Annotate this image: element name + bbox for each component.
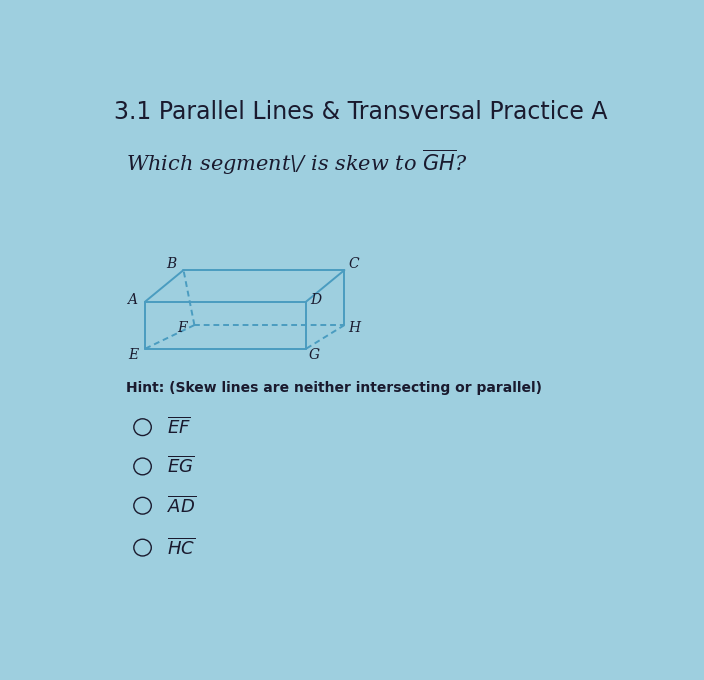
Text: H: H [348, 321, 360, 335]
Text: G: G [309, 348, 320, 362]
Text: D: D [310, 294, 322, 307]
Text: C: C [349, 257, 360, 271]
Text: E: E [128, 348, 139, 362]
Text: B: B [166, 257, 177, 271]
Text: Hint: (Skew lines are neither intersecting or parallel): Hint: (Skew lines are neither intersecti… [126, 381, 542, 395]
Text: Which segment\/ is skew to $\overline{GH}$?: Which segment\/ is skew to $\overline{GH… [126, 148, 467, 177]
Text: $\overline{EF}$: $\overline{EF}$ [167, 417, 191, 437]
Text: A: A [127, 294, 137, 307]
Text: $\overline{EG}$: $\overline{EG}$ [167, 456, 194, 477]
Text: $\overline{HC}$: $\overline{HC}$ [167, 537, 195, 558]
Text: 3.1 Parallel Lines & Transversal Practice A: 3.1 Parallel Lines & Transversal Practic… [114, 100, 608, 124]
Text: $\overline{AD}$: $\overline{AD}$ [167, 495, 196, 516]
Text: F: F [177, 321, 187, 335]
